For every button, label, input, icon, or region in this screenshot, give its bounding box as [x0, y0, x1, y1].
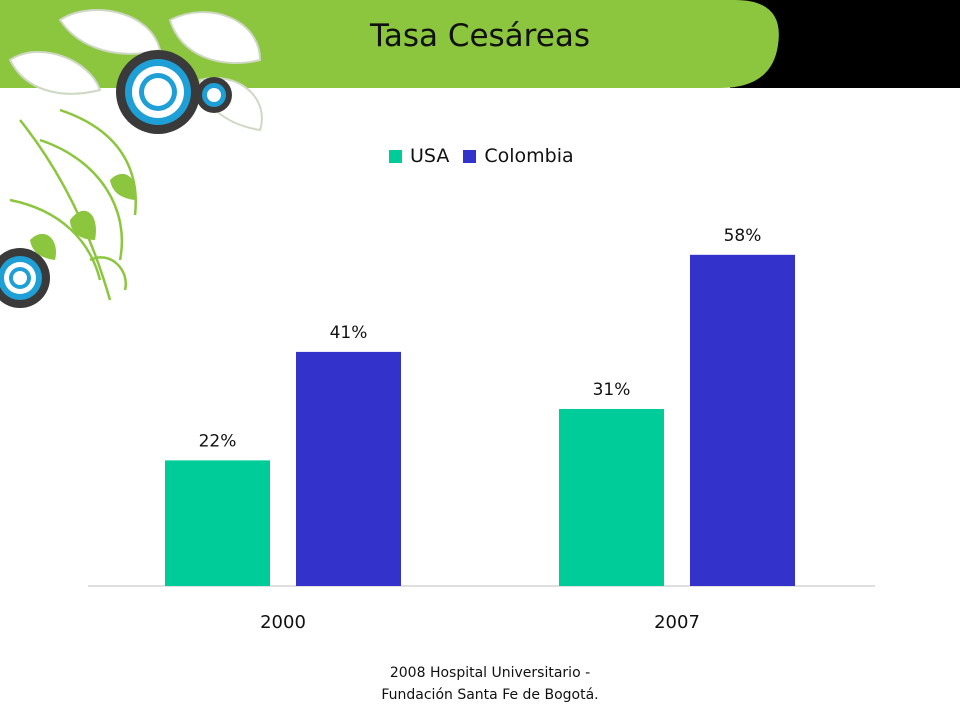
bar-usa-2007 — [559, 408, 664, 586]
data-label-colombia-2007: 58% — [724, 226, 762, 246]
legend-label-usa: USA — [410, 145, 450, 167]
ring-small — [196, 77, 232, 113]
bar-usa-2000 — [165, 460, 270, 586]
data-label-colombia-2000: 41% — [330, 323, 368, 343]
bar-colombia-2000 — [296, 351, 401, 586]
data-label-usa-2000: 22% — [199, 431, 237, 451]
footer-line-2: Fundación Santa Fe de Bogotá. — [381, 687, 599, 703]
x-tick-label-2007: 2007 — [654, 612, 700, 633]
chart-legend: USA Colombia — [389, 143, 588, 169]
bar-colombia-2007 — [690, 254, 795, 586]
leaf-shapes — [8, 9, 263, 260]
floral-ornament — [9, 108, 137, 301]
ring-left — [0, 248, 50, 308]
ring-large — [116, 50, 200, 134]
slide-title: Tasa Cesáreas — [370, 18, 590, 54]
data-label-usa-2007: 31% — [593, 380, 631, 400]
footer-line-1: 2008 Hospital Universitario - — [389, 665, 591, 681]
slide-footer: 2008 Hospital Universitario - Fundación … — [300, 662, 680, 706]
legend-swatch-colombia — [463, 149, 477, 163]
legend-item-colombia: Colombia — [463, 145, 574, 167]
x-tick-label-2000: 2000 — [260, 612, 306, 633]
legend-label-colombia: Colombia — [484, 145, 574, 167]
legend-swatch-usa — [389, 149, 402, 163]
legend-item-usa: USA — [389, 145, 449, 167]
